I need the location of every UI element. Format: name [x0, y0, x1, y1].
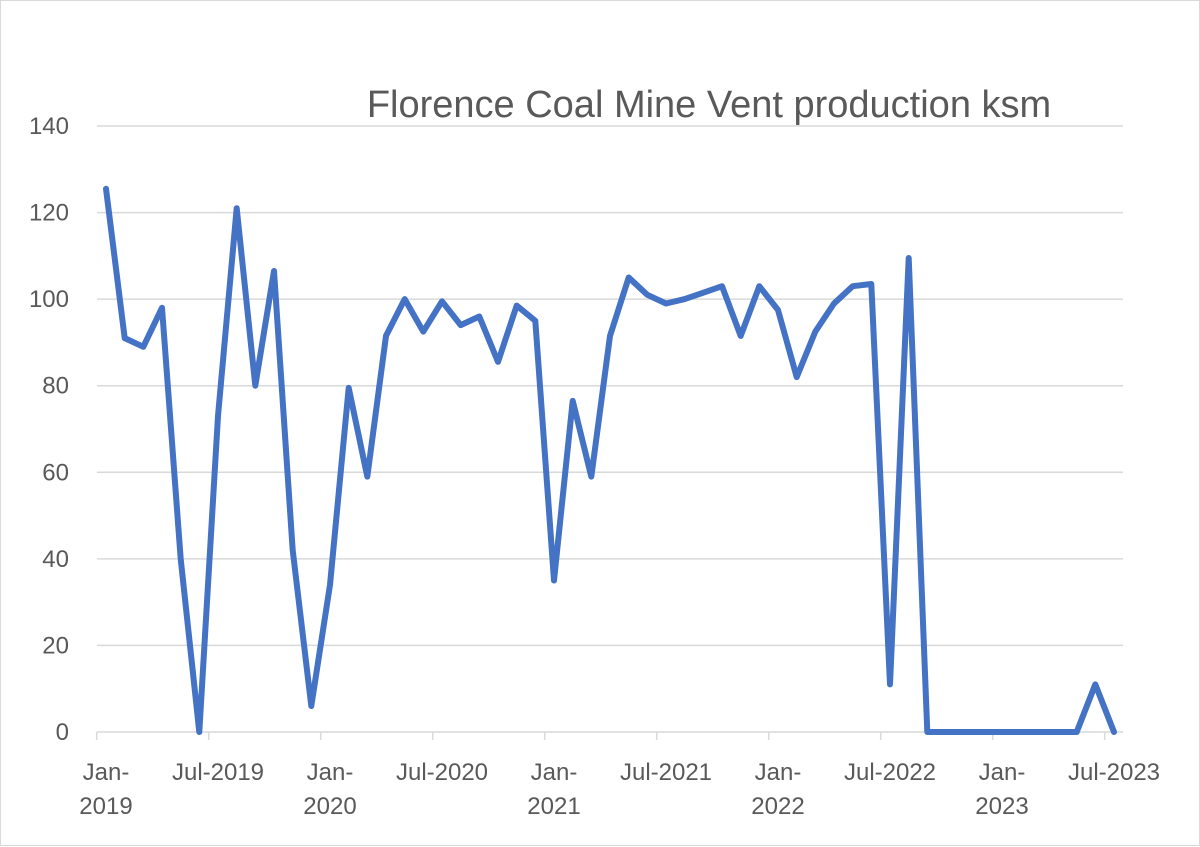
y-tick-label-100: 100 [29, 286, 69, 313]
data-point-2020-06 [420, 329, 426, 335]
data-point-2021-07 [663, 301, 669, 307]
data-point-2023-01 [999, 729, 1005, 735]
data-point-2020-05 [402, 296, 408, 302]
data-point-2021-01 [551, 578, 557, 584]
x-tick-label-line: Jul-2019 [172, 759, 264, 786]
x-tick-label-2019-07: Jul-2019 [172, 759, 264, 786]
data-point-2019-02 [122, 335, 128, 341]
x-tick-label-line: Jan- [979, 759, 1026, 786]
data-point-2019-08 [234, 205, 240, 211]
data-point-2019-03 [140, 344, 146, 350]
y-tick-label-140: 140 [29, 113, 69, 140]
data-point-2021-08 [682, 296, 688, 302]
data-point-2021-09 [700, 290, 706, 296]
x-axis-tick-labels: Jan- 2019 Jul-2019 Jan- 2020 Jul-2020 Jan- 2021… [79, 759, 1160, 820]
data-point-2019-01 [103, 186, 109, 192]
y-tick-label-60: 60 [42, 459, 69, 486]
data-point-2019-09 [252, 383, 258, 389]
data-point-2022-10 [943, 729, 949, 735]
data-point-2021-04 [607, 333, 613, 339]
x-tick-label-line: 2022 [751, 793, 804, 820]
data-point-2020-01 [327, 582, 333, 588]
y-tick-label-80: 80 [42, 373, 69, 400]
data-point-2019-06 [196, 729, 202, 735]
x-tick-label-line: Jul-2020 [396, 759, 488, 786]
data-point-2022-04 [831, 301, 837, 307]
chart-title: Florence Coal Mine Vent production ksm [367, 84, 1051, 126]
x-tick-label-2020-07: Jul-2020 [396, 759, 488, 786]
data-point-2019-05 [178, 556, 184, 562]
data-point-2019-12 [308, 703, 314, 709]
data-point-2021-02 [570, 398, 576, 404]
data-point-2020-10 [495, 359, 501, 365]
data-point-2022-09 [924, 729, 930, 735]
data-point-2020-02 [346, 385, 352, 391]
data-point-2023-03 [1036, 729, 1042, 735]
data-point-2020-03 [364, 474, 370, 480]
x-tick-label-2022-01: Jan- 2022 [751, 759, 804, 820]
x-tick-label-2019-01: Jan- 2019 [79, 759, 132, 820]
data-point-2022-06 [868, 281, 874, 287]
x-tick-label-line: Jan- [755, 759, 802, 786]
series-layer [103, 185, 1117, 735]
y-tick-label-40: 40 [42, 546, 69, 573]
data-point-2021-10 [719, 283, 725, 289]
data-point-2022-03 [812, 329, 818, 335]
data-point-2022-11 [962, 729, 968, 735]
x-tick-label-2023-07: Jul-2023 [1068, 759, 1160, 786]
data-point-2022-01 [775, 307, 781, 313]
data-point-2021-11 [738, 333, 744, 339]
x-tick-label-2021-07: Jul-2021 [620, 759, 712, 786]
data-point-2019-07 [215, 413, 221, 419]
data-point-2022-07 [887, 681, 893, 687]
data-point-2020-04 [383, 333, 389, 339]
data-point-2020-09 [476, 314, 482, 320]
data-point-2020-11 [514, 303, 520, 309]
data-point-2022-08 [906, 255, 912, 261]
data-point-2020-12 [532, 318, 538, 324]
series-line-0 [103, 185, 1117, 735]
x-tick-label-line: 2021 [527, 793, 580, 820]
data-point-2021-05 [626, 275, 632, 281]
x-tick-label-line: 2020 [303, 793, 356, 820]
x-tick-label-line: Jul-2023 [1068, 759, 1160, 786]
data-point-2019-11 [290, 547, 296, 553]
x-tick-label-line: Jan- [307, 759, 354, 786]
data-point-2023-02 [1018, 729, 1024, 735]
data-point-2019-04 [159, 305, 165, 311]
x-tick-label-line: 2019 [79, 793, 132, 820]
x-tick-label-2021-01: Jan- 2021 [527, 759, 580, 820]
y-tick-label-0: 0 [56, 719, 69, 746]
data-point-2020-08 [458, 322, 464, 328]
data-point-2022-02 [794, 374, 800, 380]
data-point-2023-07 [1111, 729, 1117, 735]
data-point-2023-05 [1074, 729, 1080, 735]
x-tick-label-line: Jul-2022 [844, 759, 936, 786]
x-tick-label-2020-01: Jan- 2020 [303, 759, 356, 820]
x-tick-label-line: Jan- [83, 759, 130, 786]
data-point-2021-03 [588, 474, 594, 480]
y-tick-label-20: 20 [42, 632, 69, 659]
data-point-2022-05 [850, 283, 856, 289]
x-tick-label-2022-07: Jul-2022 [844, 759, 936, 786]
data-point-2023-04 [1055, 729, 1061, 735]
x-tick-label-line: 2023 [975, 793, 1028, 820]
x-tick-label-line: Jan- [531, 759, 578, 786]
x-tick-label-2023-01: Jan- 2023 [975, 759, 1028, 820]
data-point-2022-12 [980, 729, 986, 735]
x-tick-label-line: Jul-2021 [620, 759, 712, 786]
data-point-2021-06 [644, 292, 650, 298]
y-axis-tick-labels: 0 20 40 60 80 100 120 140 [29, 113, 69, 746]
y-tick-label-120: 120 [29, 200, 69, 227]
gridlines [97, 125, 1123, 647]
data-point-2020-07 [439, 298, 445, 304]
data-point-2019-10 [271, 268, 277, 274]
data-point-2023-06 [1092, 681, 1098, 687]
data-point-2021-12 [756, 283, 762, 289]
